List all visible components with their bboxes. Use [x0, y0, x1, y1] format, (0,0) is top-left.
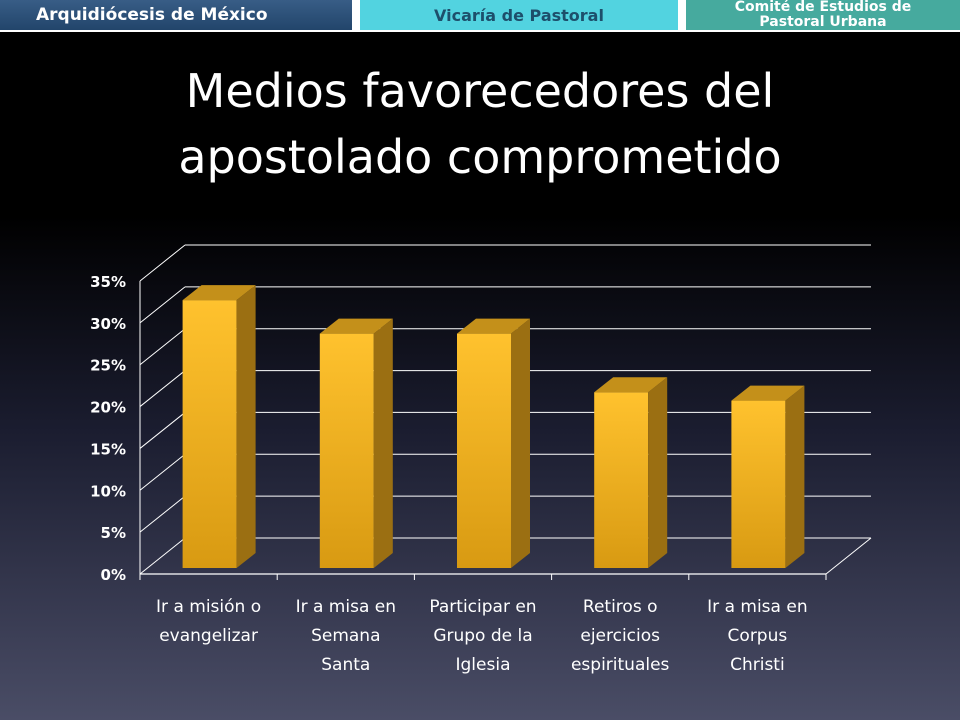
bar-side — [511, 318, 530, 568]
header-archdiocese-label: Arquidiócesis de México — [36, 5, 268, 25]
bar-top — [182, 285, 256, 301]
header-bar: Arquidiócesis de México Vicaría de Pasto… — [0, 0, 960, 32]
header-vicariate: Vicaría de Pastoral — [360, 0, 678, 30]
bar-side — [785, 385, 805, 568]
gridline-side — [139, 370, 186, 407]
gridline-side — [139, 495, 186, 533]
x-tick-label: evangelizar — [159, 626, 258, 646]
x-tick-label: Corpus — [728, 626, 788, 646]
gridline-side — [139, 244, 186, 282]
header-committee-label: Comité de Estudios de Pastoral Urbana — [735, 0, 911, 30]
y-tick-label: 25% — [90, 357, 126, 375]
bar-side — [373, 318, 393, 568]
gridline-side — [139, 328, 186, 366]
x-tick-label: Ir a misión o — [156, 597, 261, 617]
bar-front — [731, 400, 786, 568]
bar-front — [182, 300, 237, 568]
bar-front — [594, 392, 649, 568]
bar-side — [648, 377, 668, 568]
header-committee-line2: Pastoral Urbana — [759, 14, 887, 30]
y-tick-label: 0% — [101, 566, 126, 584]
x-tick-label: Retiros o — [583, 597, 658, 617]
y-tick-label: 5% — [101, 524, 126, 542]
x-tick-label: Christi — [730, 655, 785, 675]
label-layer: 0% 5% 10% 15% 20% 25% 30% 35% Ir a misión o evang… — [90, 273, 808, 675]
x-tick-label: Iglesia — [456, 655, 511, 675]
x-tick-label: Grupo de la — [433, 626, 532, 646]
header-committee-line1: Comité de Estudios de — [734, 0, 912, 15]
gridline-side — [139, 412, 186, 449]
y-tick-label: 35% — [90, 273, 126, 291]
slide-title-line1: Medios favorecedores del — [185, 64, 775, 118]
x-tick-label: Ir a misa en — [707, 597, 807, 617]
bar-front — [457, 333, 511, 568]
x-tick-label: Participar en — [429, 597, 536, 617]
bar-front — [319, 333, 374, 568]
floor-edge — [825, 537, 872, 575]
bar-top — [319, 318, 393, 334]
y-tick-label: 15% — [90, 440, 126, 458]
header-vicariate-label: Vicaría de Pastoral — [434, 5, 604, 25]
bar-layer — [182, 285, 805, 568]
y-tick-label: 10% — [90, 482, 126, 500]
bar-top — [594, 377, 668, 393]
gridline-side — [139, 286, 186, 324]
gridline-side — [139, 537, 186, 575]
x-tick-label: ejercicios — [580, 626, 660, 646]
x-tick-label: Semana — [311, 626, 380, 646]
header-committee: Comité de Estudios de Pastoral Urbana — [686, 0, 960, 30]
slide-title-line2: apostolado comprometido — [178, 130, 782, 184]
slide-title: Medios favorecedores del apostolado comp… — [0, 58, 960, 190]
x-tick-label: Santa — [321, 655, 370, 675]
bar-side — [236, 285, 256, 568]
y-tick-label: 30% — [90, 315, 126, 333]
bar-top — [457, 318, 530, 334]
gridline-side — [139, 453, 186, 491]
x-tick-label: espirituales — [571, 655, 670, 675]
y-tick-label: 20% — [90, 399, 126, 417]
header-archdiocese: Arquidiócesis de México — [0, 0, 352, 30]
x-tick-label: Ir a misa en — [296, 597, 396, 617]
bar-top — [731, 385, 805, 401]
